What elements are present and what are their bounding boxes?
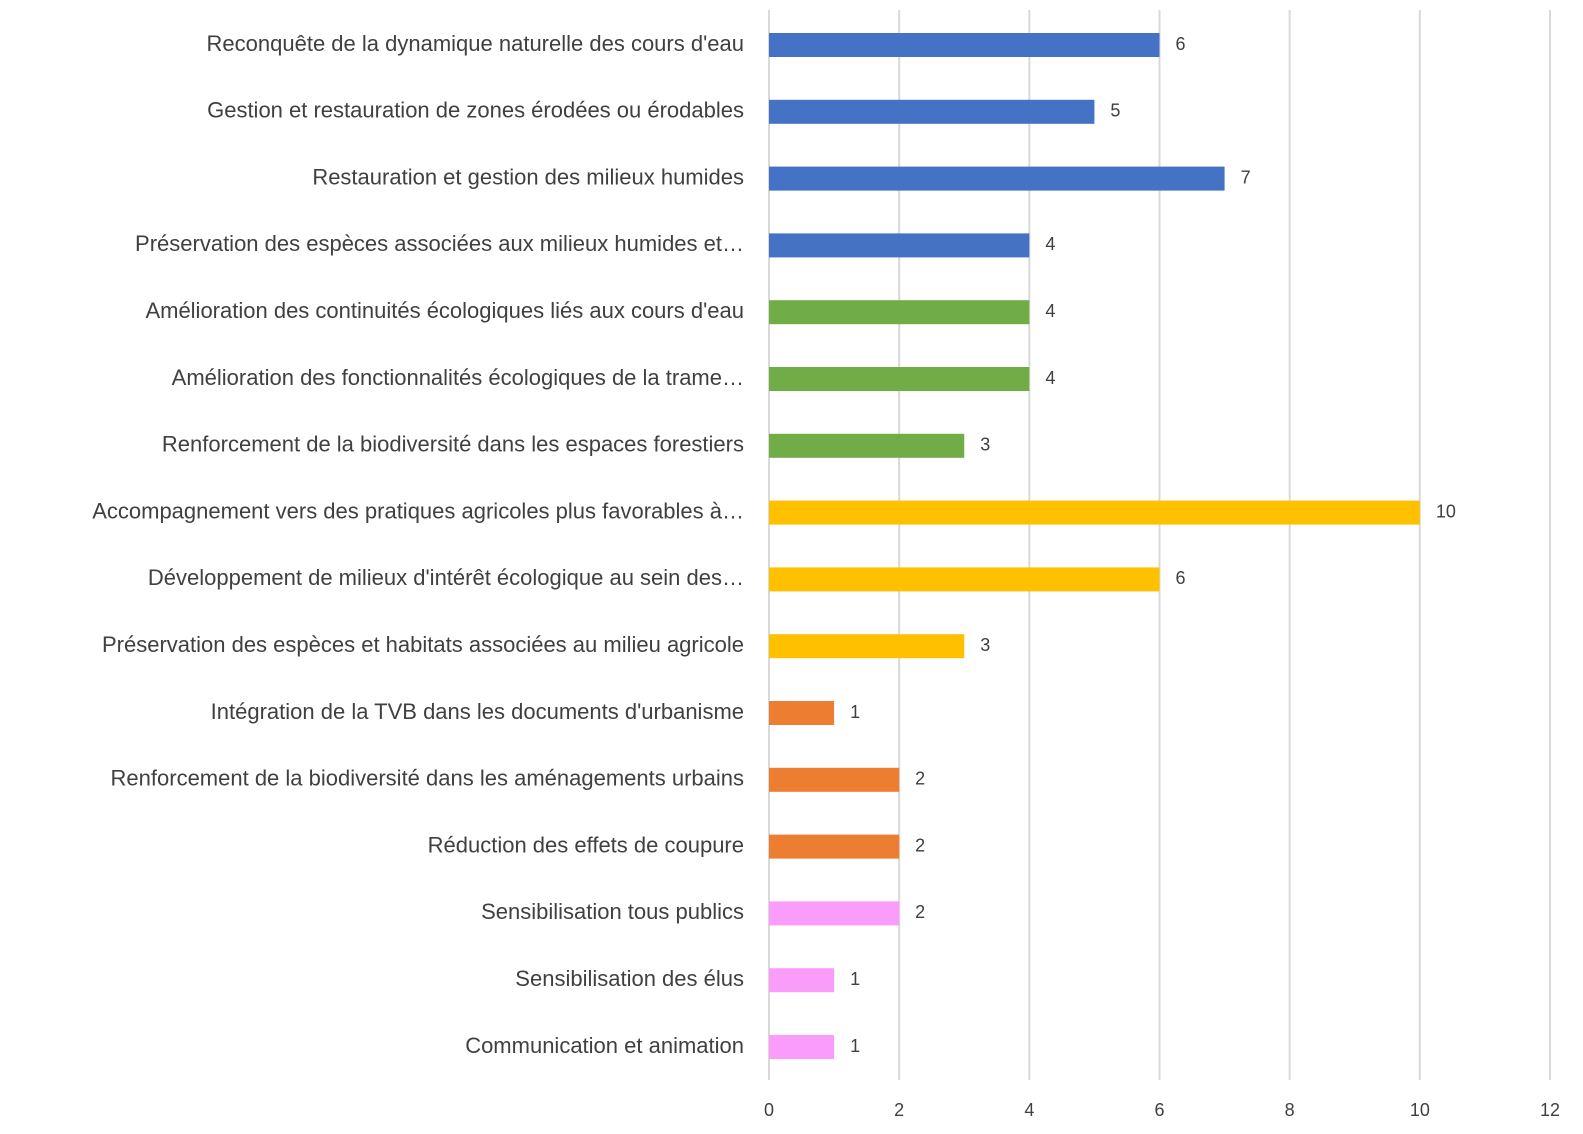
value-label: 7: [1241, 167, 1251, 187]
bar: [769, 233, 1030, 258]
bar: [769, 500, 1420, 525]
y-tick-label: Reconquête de la dynamique naturelle des…: [207, 31, 744, 56]
y-tick-label: Restauration et gestion des milieux humi…: [312, 164, 744, 189]
value-label: 6: [1176, 34, 1186, 54]
y-tick-label: Accompagnement vers des pratiques agrico…: [92, 498, 744, 523]
x-tick-label: 0: [764, 1100, 774, 1120]
x-tick-label: 8: [1285, 1100, 1295, 1120]
x-tick-label: 12: [1540, 1100, 1560, 1120]
x-tick-label: 2: [894, 1100, 904, 1120]
value-label: 4: [1045, 234, 1055, 254]
y-tick-label: Préservation des espèces et habitats ass…: [102, 632, 744, 657]
y-tick-label: Amélioration des fonctionnalités écologi…: [172, 365, 744, 390]
y-tick-label: Réduction des effets de coupure: [428, 832, 744, 857]
y-tick-label: Communication et animation: [465, 1033, 744, 1058]
value-label: 3: [980, 635, 990, 655]
value-label: 1: [850, 1036, 860, 1056]
bar: [769, 99, 1095, 124]
y-tick-label: Gestion et restauration de zones érodées…: [207, 98, 744, 123]
bar: [769, 901, 900, 926]
y-tick-label: Préservation des espèces associées aux m…: [135, 231, 744, 256]
bar: [769, 166, 1225, 191]
value-label: 2: [915, 902, 925, 922]
bar: [769, 968, 835, 993]
y-tick-label: Intégration de la TVB dans les documents…: [211, 699, 744, 724]
value-label: 4: [1045, 368, 1055, 388]
value-label: 5: [1110, 101, 1120, 121]
x-tick-label: 10: [1410, 1100, 1430, 1120]
y-tick-label: Renforcement de la biodiversité dans les…: [162, 432, 744, 457]
y-tick-label: Développement de milieux d'intérêt écolo…: [148, 565, 744, 590]
value-label: 1: [850, 969, 860, 989]
value-label: 4: [1045, 301, 1055, 321]
value-label: 1: [850, 702, 860, 722]
value-label: 3: [980, 435, 990, 455]
y-tick-label: Renforcement de la biodiversité dans les…: [111, 766, 744, 791]
bar: [769, 567, 1160, 592]
value-label: 6: [1176, 568, 1186, 588]
y-tick-label: Sensibilisation tous publics: [481, 899, 744, 924]
bar: [769, 767, 900, 792]
bar: [769, 634, 965, 659]
y-tick-label: Sensibilisation des élus: [515, 966, 744, 991]
value-label: 10: [1436, 501, 1456, 521]
bar: [769, 834, 900, 859]
bar: [769, 433, 965, 458]
x-tick-label: 6: [1154, 1100, 1164, 1120]
bar: [769, 701, 835, 725]
y-tick-label: Amélioration des continuités écologiques…: [145, 298, 744, 323]
value-label: 2: [915, 769, 925, 789]
value-label: 2: [915, 835, 925, 855]
bar: [769, 367, 1030, 391]
bar: [769, 300, 1030, 325]
bar: [769, 33, 1160, 57]
bar: [769, 1035, 835, 1059]
x-tick-label: 4: [1024, 1100, 1034, 1120]
